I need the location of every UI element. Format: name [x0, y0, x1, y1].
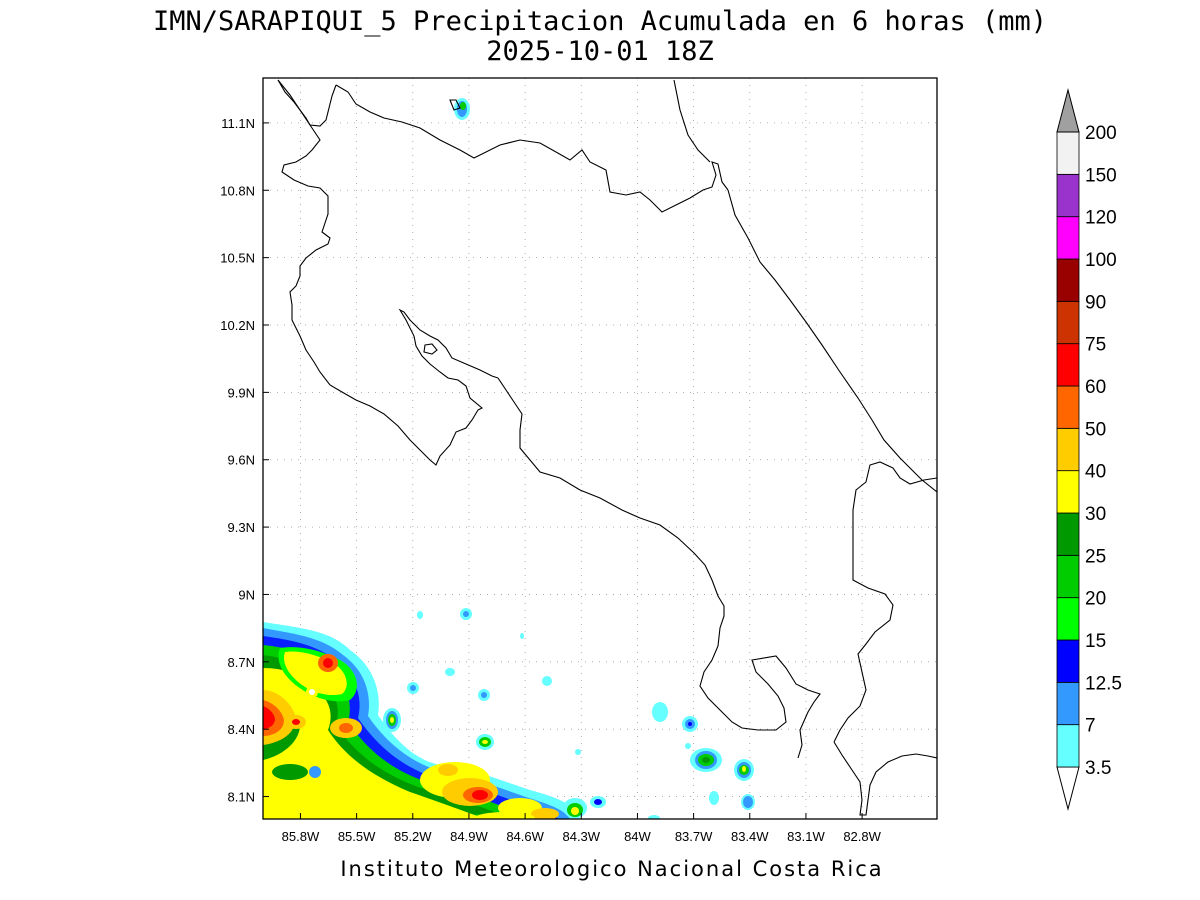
rain-cells-scattered	[383, 98, 755, 819]
lat-tick-label: 8.4N	[228, 722, 255, 737]
colorbar-swatch	[1056, 216, 1080, 260]
lon-tick-label: 83.1W	[787, 829, 825, 844]
colorbar-label: 7	[1085, 716, 1096, 737]
map-border	[262, 77, 938, 820]
lat-tick-label: 11.1N	[221, 116, 255, 131]
rain-cluster-southwest	[263, 622, 580, 819]
lat-tick-label: 9.6N	[228, 453, 255, 468]
colorbar-label: 3.5	[1085, 758, 1111, 779]
colorbar: 3.5 7 12.5 15 20 25 30 40 50 60 75 90 100 120 150 200	[1056, 88, 1122, 811]
lon-tick-label: 84.9W	[450, 829, 488, 844]
colorbar-label: 50	[1085, 419, 1106, 440]
colorbar-swatch	[1056, 131, 1080, 175]
colorbar-swatch	[1056, 681, 1080, 726]
axis-tick-labels: 85.8W 85.5W 85.2W 84.9W 84.6W 84.3W 84W 83.7W 83…	[220, 116, 881, 844]
lat-tick-label: 8.1N	[228, 790, 255, 805]
coastline-borders	[277, 79, 937, 816]
colorbar-swatch	[1056, 427, 1080, 472]
lat-tick-label: 9N	[238, 587, 255, 602]
colorbar-swatch	[1056, 597, 1080, 641]
lat-tick-label: 8.7N	[228, 655, 255, 670]
colorbar-label: 200	[1085, 123, 1117, 144]
colorbar-label: 150	[1085, 165, 1117, 186]
colorbar-swatch	[1056, 385, 1080, 429]
colorbar-label: 100	[1085, 250, 1117, 271]
colorbar-swatch	[1056, 512, 1080, 556]
lon-tick-label: 84W	[624, 829, 651, 844]
lat-tick-label: 10.5N	[220, 251, 255, 266]
colorbar-label: 15	[1085, 631, 1106, 652]
lon-tick-label: 83.7W	[675, 829, 713, 844]
colorbar-min-arrow	[1056, 766, 1080, 811]
lon-tick-label: 85.5W	[338, 829, 376, 844]
colorbar-label: 60	[1085, 377, 1106, 398]
colorbar-label: 75	[1085, 335, 1106, 356]
colorbar-label: 12.5	[1085, 673, 1122, 694]
lon-tick-label: 83.4W	[731, 829, 769, 844]
lat-tick-label: 9.3N	[228, 520, 255, 535]
lon-tick-label: 85.8W	[282, 829, 320, 844]
colorbar-swatch	[1056, 300, 1080, 345]
colorbar-max-arrow	[1056, 88, 1080, 133]
colorbar-label: 40	[1085, 462, 1106, 483]
colorbar-swatch	[1056, 470, 1080, 514]
lat-tick-label: 10.2N	[220, 318, 255, 333]
colorbar-swatch	[1056, 724, 1080, 768]
colorbar-swatch	[1056, 554, 1080, 599]
colorbar-label: 90	[1085, 292, 1106, 313]
map-subtitle-date: 2025-10-01 18Z	[486, 36, 714, 67]
map-area: 85.8W 85.5W 85.2W 84.9W 84.6W 84.3W 84W 83.7W 83…	[220, 77, 938, 844]
lat-tick-label: 9.9N	[228, 385, 255, 400]
colorbar-label: 25	[1085, 546, 1106, 567]
lat-tick-label: 10.8N	[220, 183, 255, 198]
footer-credit: Instituto Meteorologico Nacional Costa R…	[340, 857, 883, 881]
colorbar-swatch	[1056, 343, 1080, 387]
lon-tick-label: 82.8W	[843, 829, 881, 844]
lon-tick-label: 85.2W	[394, 829, 432, 844]
lon-tick-label: 84.6W	[506, 829, 544, 844]
colorbar-label: 30	[1085, 504, 1106, 525]
colorbar-swatch	[1056, 173, 1080, 218]
colorbar-label: 20	[1085, 589, 1106, 610]
colorbar-swatch	[1056, 258, 1080, 302]
precipitation-field	[263, 98, 755, 819]
colorbar-swatch	[1056, 639, 1080, 683]
lon-tick-label: 84.3W	[562, 829, 600, 844]
map-title: IMN/SARAPIQUI_5 Precipitacion Acumulada …	[153, 6, 1047, 37]
colorbar-label: 120	[1085, 208, 1117, 229]
